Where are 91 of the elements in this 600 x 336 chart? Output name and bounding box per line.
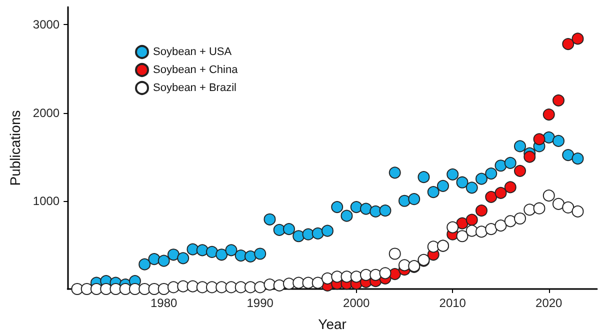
point <box>206 281 218 294</box>
point <box>167 248 180 261</box>
point <box>254 248 266 260</box>
y-tick-label: 1000 <box>32 194 60 208</box>
point <box>186 280 199 292</box>
point <box>533 133 546 146</box>
point <box>437 180 449 192</box>
point <box>350 270 362 283</box>
y-tick-label: 2000 <box>32 106 60 120</box>
point <box>254 281 266 294</box>
point <box>158 283 170 295</box>
point <box>321 224 334 237</box>
y-axis-title: Publications <box>7 110 23 186</box>
point <box>476 172 488 185</box>
point <box>282 223 295 236</box>
point <box>514 164 526 177</box>
y-tick-label: 3000 <box>32 18 60 32</box>
point <box>466 182 478 194</box>
point <box>234 281 247 294</box>
point <box>360 268 372 281</box>
point <box>331 201 344 214</box>
point <box>456 176 468 188</box>
point <box>100 283 112 295</box>
point <box>552 94 564 106</box>
point <box>216 248 228 261</box>
point <box>340 210 353 222</box>
point <box>504 156 516 169</box>
point <box>186 243 199 256</box>
point <box>340 270 353 283</box>
point <box>485 168 498 180</box>
point <box>360 202 372 215</box>
point <box>485 190 498 203</box>
point <box>476 204 488 217</box>
point <box>542 108 555 121</box>
point <box>110 283 122 295</box>
point <box>321 272 334 284</box>
point <box>398 194 410 207</box>
point <box>216 281 228 294</box>
point <box>196 244 208 256</box>
point <box>244 281 256 294</box>
point <box>494 186 507 199</box>
point <box>167 281 180 294</box>
point <box>446 168 459 180</box>
legend-label: Soybean + China <box>153 64 239 76</box>
point <box>370 205 382 218</box>
point <box>552 134 564 147</box>
point <box>514 140 526 152</box>
point <box>408 193 420 206</box>
point <box>331 270 344 283</box>
point <box>119 283 132 295</box>
point <box>504 181 516 194</box>
x-axis-title: Year <box>318 316 347 332</box>
point <box>562 38 574 50</box>
point <box>398 259 410 272</box>
point <box>350 201 362 214</box>
point <box>312 227 324 240</box>
point <box>264 213 276 226</box>
x-tick-label: 2020 <box>536 296 563 310</box>
point <box>572 32 584 45</box>
point <box>206 246 218 258</box>
point <box>138 258 151 270</box>
point <box>148 253 160 266</box>
point <box>234 250 247 262</box>
legend-label: Soybean + Brazil <box>153 82 236 94</box>
x-tick-label: 2010 <box>439 296 466 310</box>
point <box>427 186 440 198</box>
point <box>418 171 430 184</box>
point <box>466 214 478 226</box>
point <box>379 267 392 280</box>
point <box>196 281 208 294</box>
point <box>388 166 401 179</box>
point <box>379 204 392 217</box>
point <box>524 150 536 163</box>
point <box>302 228 314 240</box>
point <box>572 152 584 165</box>
point <box>177 252 190 264</box>
point <box>158 254 170 267</box>
point <box>128 283 141 295</box>
legend-label: Soybean + USA <box>153 46 232 58</box>
point <box>273 224 286 236</box>
x-tick-label: 2000 <box>343 296 370 310</box>
x-tick-label: 1980 <box>150 296 178 310</box>
point <box>562 149 574 162</box>
x-tick-label: 1990 <box>246 296 274 310</box>
point <box>446 221 459 234</box>
point <box>244 250 256 262</box>
point <box>225 244 238 256</box>
point <box>494 160 507 172</box>
point <box>370 268 382 281</box>
point <box>292 230 305 242</box>
point <box>90 283 102 295</box>
